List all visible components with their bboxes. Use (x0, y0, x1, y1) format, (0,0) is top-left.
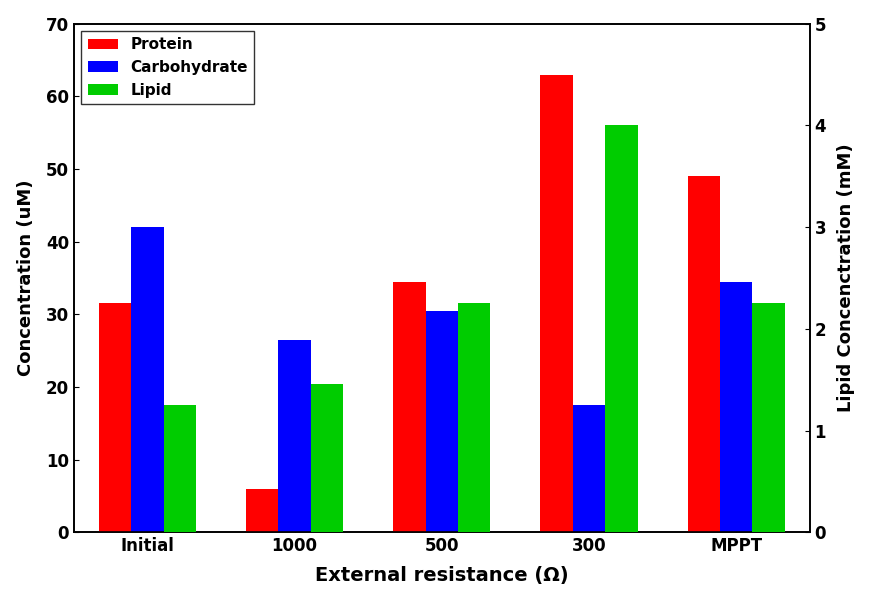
Bar (310, 384, 343, 532)
Y-axis label: Lipid Concenctration (mM): Lipid Concenctration (mM) (837, 144, 855, 412)
Bar (99, 303, 131, 532)
Bar (753, 303, 785, 532)
Bar (687, 176, 720, 532)
Bar (246, 489, 278, 532)
Bar (458, 303, 490, 532)
Bar (278, 340, 310, 532)
Bar (131, 227, 164, 532)
Legend: Protein, Carbohydrate, Lipid: Protein, Carbohydrate, Lipid (81, 31, 254, 104)
Y-axis label: Concentration (uM): Concentration (uM) (17, 180, 35, 376)
Bar (426, 311, 458, 532)
Bar (164, 405, 196, 532)
Bar (605, 125, 637, 532)
Bar (393, 282, 426, 532)
X-axis label: External resistance (Ω): External resistance (Ω) (315, 566, 569, 585)
Bar (541, 75, 573, 532)
Bar (573, 405, 605, 532)
Bar (720, 282, 753, 532)
